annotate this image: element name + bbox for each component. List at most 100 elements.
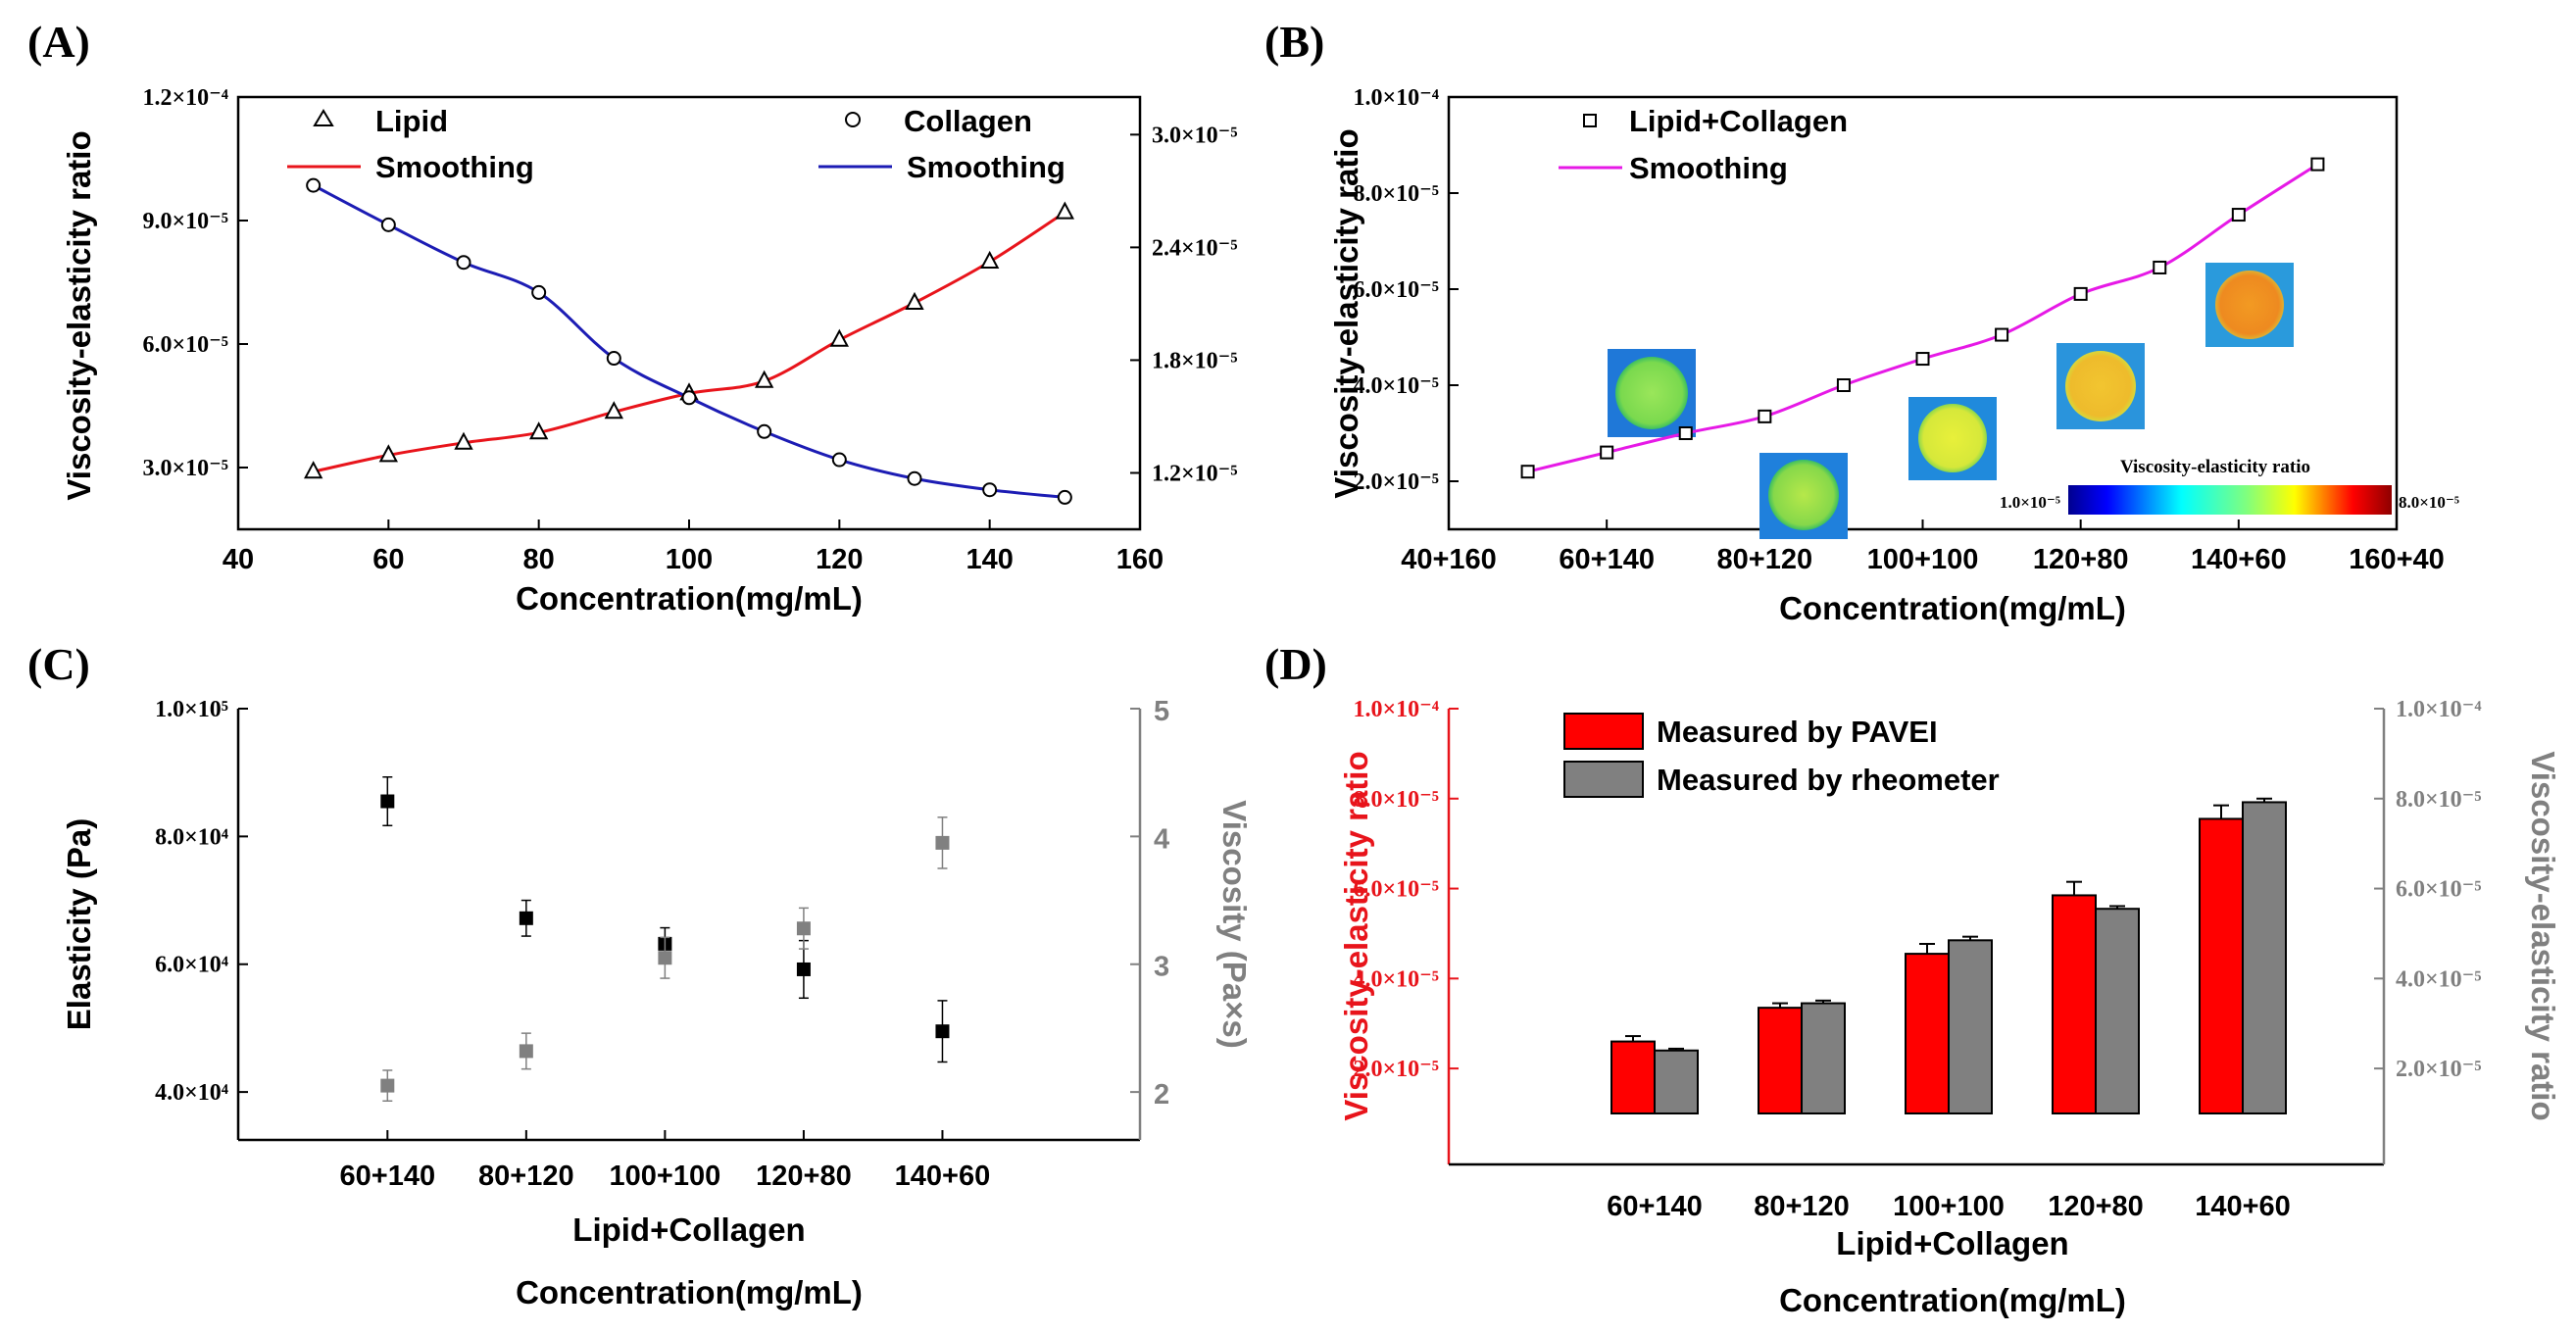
lipid-collagen-point (1678, 426, 1693, 440)
panel-c-marks (380, 775, 950, 1102)
legend-lipid-collagen-label: Lipid+Collagen (1629, 104, 1848, 138)
viscosity-point (796, 921, 811, 936)
panel-b-xlabel: Concentration(mg/mL) (1779, 590, 2126, 626)
x-tick-label: 120+80 (2033, 544, 2129, 575)
panel-b-marks (1520, 157, 2325, 479)
x-tick-label: 80 (523, 544, 555, 575)
panel-d-xlabel2: Concentration(mg/mL) (1779, 1282, 2126, 1318)
lipid-point (829, 328, 849, 347)
panel-c-left-ticks: 4.0×10⁴ 6.0×10⁴ 8.0×10⁴ 1.0×10⁵ (155, 697, 248, 1106)
colorbar-max-label: 8.0×10⁻⁵ (2399, 493, 2459, 512)
panel-a-ylabel: Viscosity-elasticity ratio (61, 130, 97, 500)
legend-lipid-smoothing-label: Smoothing (375, 150, 534, 184)
collagen-point (831, 452, 847, 468)
y-right-tick-label: 5 (1154, 696, 1169, 727)
pavei-bar (1610, 1040, 1656, 1114)
panel-b-x-ticks: 40+160 60+140 80+120 100+100 120+80 140+60 160… (1401, 519, 2445, 575)
y-right-tick-label: 8.0×10⁻⁵ (2396, 787, 2482, 813)
x-tick-label: 140+60 (2195, 1191, 2291, 1222)
collagen-point (1057, 489, 1072, 505)
panel-d-left-ticks: 2.0×10⁻⁵ 4.0×10⁻⁵ 6.0×10⁻⁵ 8.0×10⁻⁵ 1.0×10⁻⁴ (1353, 697, 1459, 1082)
panel-d-ylabel-right: Viscosity-elasticity ratio (2525, 751, 2561, 1120)
x-tick-label: 120+80 (756, 1161, 852, 1192)
colorbar (2068, 485, 2392, 515)
legend-collagen-smoothing-label: Smoothing (907, 150, 1065, 184)
lipid-point (980, 250, 1000, 269)
x-tick-label: 100+100 (1893, 1191, 2005, 1222)
panel-a-marks (303, 177, 1075, 505)
y-tick-label: 8.0×10⁻⁵ (1353, 787, 1439, 813)
rheometer-bar (1948, 939, 1993, 1114)
panel-c: (C) 4.0×10⁴ 6.0×10⁴ 8.0×10⁴ 1.0×10⁵ 2 3 4 5 60… (27, 639, 1253, 1310)
elasticity-point (796, 962, 811, 976)
lipid-point (755, 370, 774, 388)
legend-smoothing-label: Smoothing (1629, 151, 1788, 185)
panel-a-right-ticks: 1.2×10⁻⁵ 1.8×10⁻⁵ 2.4×10⁻⁵ 3.0×10⁻⁵ (1130, 123, 1238, 486)
x-tick-label: 60+140 (1607, 1191, 1703, 1222)
lipid-collagen-point (2073, 286, 2088, 301)
y-right-tick-label: 3.0×10⁻⁵ (1152, 123, 1238, 148)
collagen-point (681, 390, 697, 406)
y-tick-label: 1.0×10⁻⁴ (1353, 85, 1439, 111)
legend-pavei-swatch (1563, 713, 1644, 750)
lipid-collagen-point (2310, 157, 2325, 172)
collagen-point (757, 423, 772, 439)
panel-d-marks (1610, 797, 2287, 1115)
y-tick-label: 6.0×10⁻⁵ (1353, 277, 1439, 303)
y-tick-label: 4.0×10⁻⁵ (1353, 966, 1439, 992)
y-tick-label: 2.0×10⁻⁵ (1353, 469, 1439, 495)
pavei-bar (2199, 817, 2244, 1115)
panel-d-ylabel-left: Viscosity-elasticity ratio (1338, 751, 1374, 1120)
legend-collagen-marker (845, 112, 861, 127)
lipid-collagen-point (1758, 409, 1772, 423)
x-tick-label: 140+60 (895, 1161, 991, 1192)
lipid-point (1055, 201, 1075, 220)
panel-d-xlabel: Lipid+Collagen (1836, 1225, 2068, 1261)
panel-a-label: (A) (27, 17, 90, 67)
panel-c-ylabel-right: Viscosity (Pa×s) (1216, 800, 1253, 1048)
panel-c-xlabel: Lipid+Collagen (572, 1211, 805, 1248)
x-tick-label: 40+160 (1401, 544, 1497, 575)
collagen-point (456, 255, 471, 271)
x-tick-label: 100 (666, 544, 713, 575)
sample-image-140-60 (2205, 263, 2294, 347)
sample-image-spot (2215, 271, 2284, 339)
y-right-tick-label: 4.0×10⁻⁵ (2396, 966, 2482, 992)
x-tick-label: 140+60 (2191, 544, 2287, 575)
y-right-tick-label: 2.0×10⁻⁵ (2396, 1057, 2482, 1082)
x-tick-label: 120+80 (2048, 1191, 2144, 1222)
x-tick-label: 60+140 (340, 1161, 436, 1192)
panel-d-label: (D) (1264, 639, 1327, 689)
elasticity-point (519, 911, 533, 925)
panel-d-right-ticks: 2.0×10⁻⁵ 4.0×10⁻⁵ 6.0×10⁻⁵ 8.0×10⁻⁵ 1.0×10⁻⁴ (2374, 697, 2482, 1082)
collagen-point (982, 482, 998, 498)
elasticity-point (935, 1024, 950, 1039)
collagen-point (380, 217, 396, 232)
legend-rheometer-swatch (1563, 761, 1644, 798)
panel-b-y-ticks: 2.0×10⁻⁵ 4.0×10⁻⁵ 6.0×10⁻⁵ 8.0×10⁻⁵ 1.0×10⁻⁴ (1353, 85, 1459, 495)
legend-collagen-label: Collagen (904, 104, 1032, 138)
x-tick-label: 80+120 (1717, 544, 1813, 575)
legend-lipid-label: Lipid (375, 104, 448, 138)
y-tick-label: 6.0×10⁻⁵ (142, 332, 228, 358)
legend-lipid-marker (313, 109, 334, 126)
rheometer-bar (1801, 1002, 1846, 1114)
viscosity-point (380, 1078, 395, 1093)
x-tick-label: 60+140 (1559, 544, 1655, 575)
y-right-tick-label: 1.8×10⁻⁵ (1152, 348, 1238, 373)
panel-b-ylabel: Viscosity-elasticity ratio (1328, 128, 1364, 498)
rheometer-bar (2242, 801, 2287, 1115)
x-tick-label: 40 (223, 544, 254, 575)
x-tick-label: 60 (372, 544, 404, 575)
panel-a-x-ticks: 40 60 80 100 120 140 160 (223, 519, 1164, 575)
lipid-point (303, 461, 323, 479)
panel-c-label: (C) (27, 639, 90, 689)
y-tick-label: 4.0×10⁻⁵ (1353, 373, 1439, 399)
legend-lipid-collagen-marker (1583, 114, 1597, 127)
lipid-smoothing-line (313, 211, 1066, 473)
viscosity-point (935, 835, 950, 850)
x-tick-label: 80+120 (1754, 1191, 1850, 1222)
viscosity-point (658, 951, 672, 965)
pavei-bar (1905, 953, 1950, 1114)
x-tick-label: 80+120 (478, 1161, 574, 1192)
